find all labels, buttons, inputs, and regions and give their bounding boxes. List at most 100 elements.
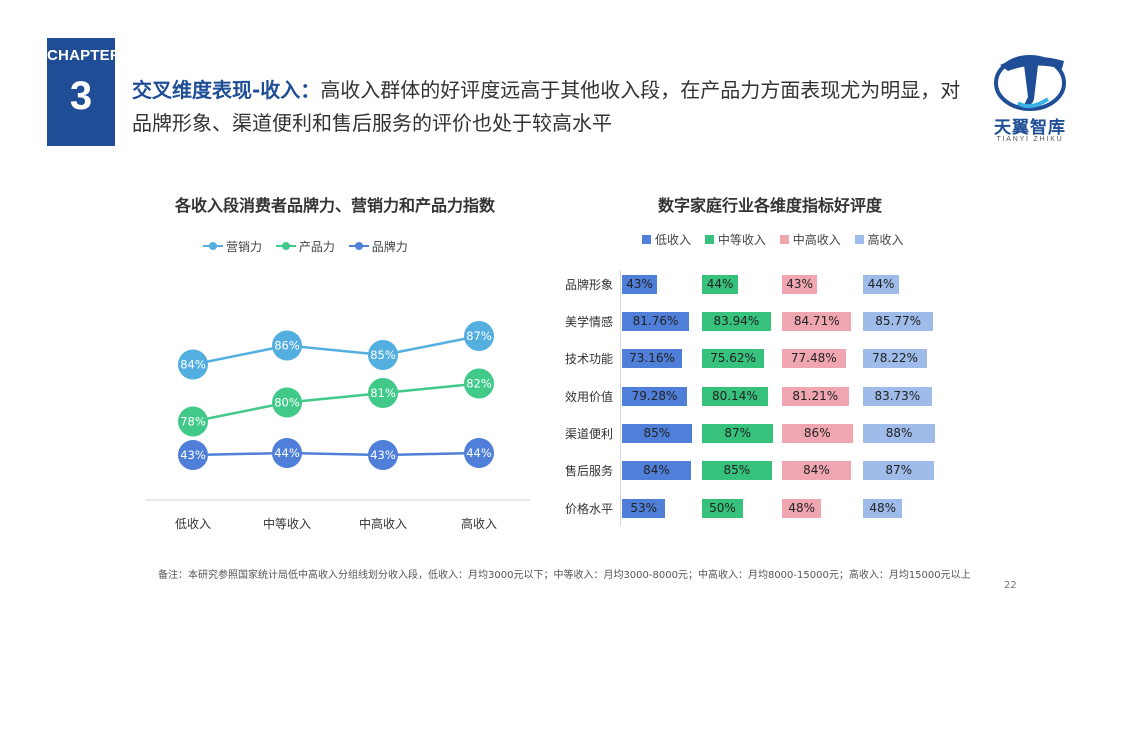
data-label-product: 78% <box>180 415 206 429</box>
data-label-brand: 43% <box>180 448 206 462</box>
row-label: 效用价值 <box>564 390 613 404</box>
bar-value-label: 85% <box>723 463 751 477</box>
bar-mid <box>702 424 774 443</box>
footnote: 备注：本研究参照国家统计局低中高收入分组线划分收入段，低收入：月均3000元以下… <box>158 570 971 581</box>
line-chart-legend: 营销力 产品力 品牌力 <box>203 236 418 255</box>
bar-value-label: 81.76% <box>632 314 679 328</box>
bar-value-label: 78.22% <box>872 351 918 365</box>
legend-item-marketing: 营销力 <box>203 238 262 255</box>
legend-label: 高收入 <box>867 233 904 247</box>
bar-mid <box>702 349 764 368</box>
line-chart-title: 各收入段消费者品牌力、营销力和产品力指数 <box>174 196 495 215</box>
bar-value-label: 86% <box>803 426 831 440</box>
bar-value-label: 50% <box>709 501 736 515</box>
bar-value-label: 84% <box>803 463 830 477</box>
data-label-brand: 43% <box>370 448 396 462</box>
bar-midhigh <box>782 275 818 294</box>
headline-text: 高收入群体的好评度远高于其他收入段，在产品力方面表现尤为明显，对品牌形象、渠道便… <box>132 78 961 135</box>
bar-value-label: 84.71% <box>793 314 840 328</box>
bar-value-label: 43% <box>626 277 653 291</box>
data-point-marketing <box>368 340 398 370</box>
bar-low <box>622 461 691 480</box>
row-label: 价格水平 <box>564 502 613 516</box>
legend-line-marker <box>203 242 223 250</box>
row-label: 渠道便利 <box>564 427 613 441</box>
page-number: 22 <box>1004 580 1017 591</box>
headline-lead: 交叉维度表现-收入： <box>132 78 321 102</box>
bar-mid <box>702 275 739 294</box>
bar-high <box>863 387 932 406</box>
data-label-marketing: 87% <box>466 329 492 343</box>
bar-high <box>863 499 903 518</box>
page-headline: 交叉维度表现-收入：高收入群体的好评度远高于其他收入段，在产品力方面表现尤为明显… <box>132 74 972 140</box>
bar-mid <box>702 461 772 480</box>
bar-value-label: 43% <box>786 277 813 291</box>
series-line-product <box>192 382 480 423</box>
bar-mid <box>702 387 768 406</box>
data-point-product <box>464 368 494 399</box>
data-point-marketing <box>272 330 302 361</box>
bar-value-label: 79.28% <box>631 389 678 403</box>
bar-midhigh <box>782 461 851 480</box>
logo-subtitle: TIANYI ZHIKU <box>996 136 1064 143</box>
series-line-marketing <box>192 334 480 366</box>
data-label-marketing: 85% <box>370 348 396 362</box>
data-label-marketing: 84% <box>180 358 206 372</box>
tianyi-logo-icon <box>994 55 1066 111</box>
bar-value-label: 83.94% <box>713 314 760 328</box>
bar-value-label: 44% <box>706 277 734 291</box>
bar-value-label: 87% <box>885 463 912 477</box>
brand-logo: 天翼智库 TIANYI ZHIKU <box>990 47 1070 157</box>
row-label: 技术功能 <box>564 352 613 366</box>
chapter-number: 3 <box>69 74 93 118</box>
data-point-marketing <box>464 321 494 351</box>
data-label-brand: 44% <box>274 446 300 460</box>
bar-low <box>622 349 682 368</box>
bar-chart-legend: 低收入 中等收入 中高收入 高收入 <box>642 231 914 248</box>
legend-item-low: 低收入 <box>642 231 691 248</box>
data-point-product <box>178 406 208 437</box>
data-point-brand <box>464 438 494 468</box>
legend-swatch <box>642 235 651 244</box>
row-label: 美学情感 <box>564 315 613 329</box>
bar-midhigh <box>782 387 849 406</box>
bar-high <box>863 312 934 331</box>
bar-value-label: 81.21% <box>792 389 839 403</box>
bar-chart-title: 数字家庭行业各维度指标好评度 <box>657 196 882 215</box>
row-label: 售后服务 <box>564 464 613 478</box>
legend-swatch <box>854 235 864 244</box>
legend-swatch <box>704 235 714 244</box>
legend-item-mid: 中等收入 <box>704 231 766 248</box>
legend-line-marker <box>348 242 369 250</box>
bar-low <box>622 275 658 294</box>
legend-item-product: 产品力 <box>275 238 335 255</box>
bar-high <box>863 349 928 368</box>
bar-low <box>622 312 690 331</box>
legend-line-marker <box>275 242 296 250</box>
data-label-marketing: 86% <box>274 339 300 353</box>
bar-mid <box>702 312 771 331</box>
chapter-badge: CHAPTER 3 <box>47 38 121 146</box>
bar-midhigh <box>782 499 822 518</box>
bar-value-label: 84% <box>643 463 670 477</box>
x-tick-label: 高收入 <box>461 516 497 531</box>
bar-axis-line <box>620 270 621 526</box>
bar-low <box>622 387 687 406</box>
bar-value-label: 88% <box>885 426 913 440</box>
logo-name: 天翼智库 <box>994 118 1066 138</box>
legend-item-high: 高收入 <box>854 231 904 248</box>
x-tick-label: 中等收入 <box>263 516 311 531</box>
legend-label: 营销力 <box>226 239 263 254</box>
line-chart: 84% 86% 85% 87% 78% 80% 81% 82% 43% 44% 43% 44% 低收入 中… <box>145 321 530 531</box>
bar-low <box>622 424 692 443</box>
legend-item-brand: 品牌力 <box>348 238 408 255</box>
bar-value-label: 80.14% <box>711 389 758 403</box>
data-point-brand <box>272 438 302 468</box>
row-label: 品牌形象 <box>564 278 613 292</box>
bar-value-label: 48% <box>869 501 897 515</box>
bar-value-label: 85% <box>643 426 671 440</box>
legend-swatch <box>779 235 789 244</box>
bar-midhigh <box>782 349 846 368</box>
legend-item-midhigh: 中高收入 <box>779 231 841 248</box>
bar-value-label: 77.48% <box>790 351 837 365</box>
